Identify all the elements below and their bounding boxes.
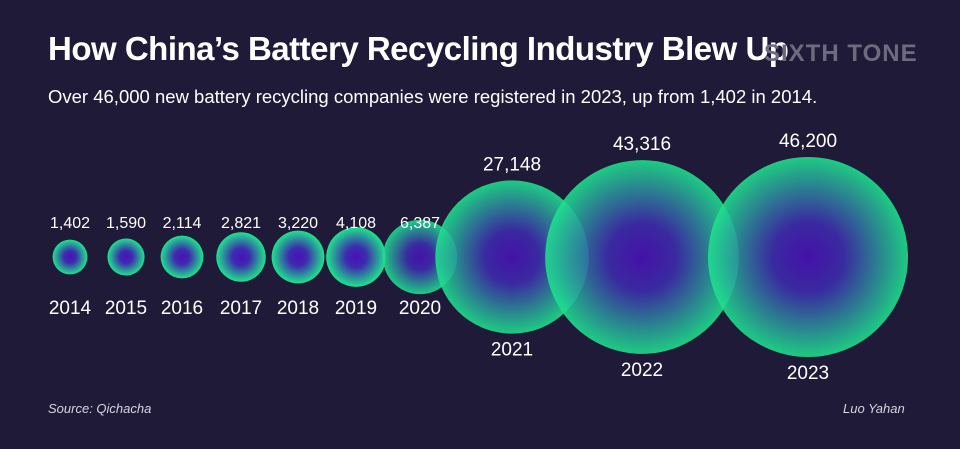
bubbles-group (52, 157, 908, 357)
bubble-2017 (216, 232, 266, 282)
year-label-2015: 2015 (105, 298, 147, 319)
year-label-2018: 2018 (277, 298, 319, 319)
source-note: Source: Qichacha (48, 401, 152, 416)
bubble-2021 (435, 180, 589, 334)
chart-title: How China’s Battery Recycling Industry B… (48, 30, 789, 67)
year-labels-group: 2014 2015 2016 2017 2018 2019 2020 2021 2022 2023 (49, 298, 829, 384)
bubble-2018 (271, 230, 325, 284)
value-label-2020: 6,387 (400, 215, 440, 232)
author-credit: Luo Yahan (843, 401, 905, 416)
bubble-2023 (708, 157, 908, 357)
value-label-2022: 43,316 (613, 134, 671, 155)
value-label-2023: 46,200 (779, 131, 837, 152)
year-label-2014: 2014 (49, 298, 92, 319)
value-label-2016: 2,114 (163, 215, 202, 232)
value-label-2015: 1,590 (106, 215, 146, 232)
year-label-2016: 2016 (161, 298, 203, 319)
bubble-2015 (107, 238, 145, 276)
value-label-2014: 1,402 (50, 215, 90, 232)
chart-subtitle: Over 46,000 new battery recycling compan… (48, 86, 818, 107)
bubble-2016 (160, 235, 204, 279)
value-label-2018: 3,220 (278, 215, 318, 232)
year-label-2020: 2020 (399, 298, 441, 319)
value-label-2021: 27,148 (483, 154, 541, 175)
year-label-2019: 2019 (335, 298, 377, 319)
bubble-2022 (545, 160, 739, 354)
value-labels-group: 1,402 1,590 2,114 2,821 3,220 4,108 6,387 27,14… (50, 131, 837, 232)
year-label-2022: 2022 (621, 360, 663, 381)
bubble-2014 (52, 239, 88, 275)
value-label-2017: 2,821 (221, 215, 261, 232)
year-label-2021: 2021 (491, 340, 533, 361)
year-label-2017: 2017 (220, 298, 262, 319)
brand-logo: SIXTH TONE (764, 40, 918, 67)
year-label-2023: 2023 (787, 363, 829, 384)
bubble-2019 (326, 227, 386, 287)
value-label-2019: 4,108 (336, 215, 376, 232)
